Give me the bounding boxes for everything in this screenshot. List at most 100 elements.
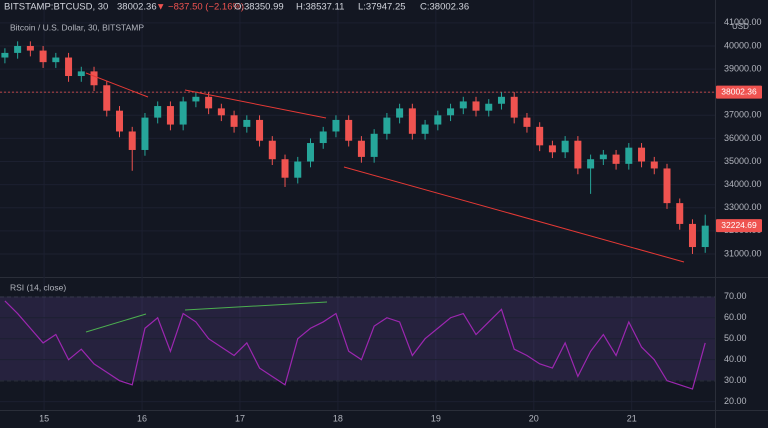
candle-body: [256, 119, 264, 141]
candle-body: [523, 117, 531, 127]
header-change: ▼ −837.50 (−2.16%): [156, 2, 244, 13]
candle-body: [357, 140, 365, 157]
rsi-tick-label: 60.00: [724, 312, 747, 322]
candle-body: [294, 161, 302, 178]
rsi-tick-label: 40.00: [724, 354, 747, 364]
x-tick-label: 17: [235, 413, 245, 423]
rsi-trendline: [184, 301, 328, 311]
candle-body: [638, 147, 646, 162]
candle-body: [141, 117, 149, 150]
currency: USD: [732, 22, 749, 31]
candle-body: [701, 225, 709, 248]
candle-body: [561, 140, 569, 153]
candle-body: [65, 57, 73, 77]
x-tick-label: 21: [627, 413, 637, 423]
y-tick-label: 34000.00: [724, 179, 762, 189]
rsi-trendline: [85, 313, 147, 333]
candle-body: [396, 108, 404, 118]
y-tick-label: 33000.00: [724, 202, 762, 212]
candle-body: [447, 108, 455, 116]
header-close: C:38002.36: [420, 2, 469, 13]
x-tick-label: 20: [529, 413, 539, 423]
candle-body: [26, 45, 34, 51]
candle-body: [319, 131, 327, 144]
candle-body: [650, 161, 658, 169]
x-tick-label: 15: [39, 413, 49, 423]
y-tick-label: 40000.00: [724, 40, 762, 50]
candle-body: [154, 106, 162, 118]
candle-body: [345, 119, 353, 141]
rsi-tick-label: 20.00: [724, 396, 747, 406]
candle-body: [459, 101, 467, 109]
trendline: [343, 166, 685, 263]
candle-body: [497, 96, 505, 104]
candle-body: [281, 159, 289, 178]
header-symbol: BITSTAMP:BTCUSD, 30: [4, 2, 108, 13]
candle-body: [434, 115, 442, 125]
trendline: [85, 72, 149, 98]
header-price: 38002.36: [117, 2, 157, 13]
candle-body: [472, 101, 480, 111]
rsi-tick-label: 70.00: [724, 291, 747, 301]
x-tick-label: 19: [431, 413, 441, 423]
candle-body: [383, 117, 391, 134]
candle-body: [115, 110, 123, 132]
candle-body: [625, 147, 633, 164]
rsi-line: [4, 300, 706, 390]
candle-body: [217, 108, 225, 116]
candle-body: [574, 140, 582, 169]
y-tick-label: 31000.00: [724, 248, 762, 258]
y-tick-label: 35000.00: [724, 156, 762, 166]
y-tick-label: 41000.00: [724, 17, 762, 27]
header-open: O:38350.99: [234, 2, 284, 13]
y-tick-label: 39000.00: [724, 63, 762, 73]
price-label: 32224.69: [721, 220, 757, 230]
candle-body: [306, 143, 314, 162]
price-label-box: [716, 85, 762, 99]
rsi-title: RSI (14, close): [10, 282, 66, 292]
price-label-box: [716, 219, 762, 233]
candle-body: [103, 85, 111, 111]
candle-body: [370, 133, 378, 157]
y-tick-label: 36000.00: [724, 133, 762, 143]
candle-body: [39, 50, 47, 63]
candle-body: [128, 131, 136, 150]
candle-body: [510, 96, 518, 118]
trendline: [184, 89, 327, 119]
candle-body: [612, 154, 620, 164]
candle-body: [688, 223, 696, 248]
candle-body: [663, 168, 671, 204]
candle-body: [179, 101, 187, 125]
candle-body: [408, 108, 416, 134]
price-label: 38002.36: [721, 86, 757, 96]
chart-title: Bitcoin / U.S. Dollar, 30, BITSTAMP: [10, 22, 144, 32]
candle-body: [676, 203, 684, 224]
candle-body: [192, 96, 200, 102]
candle-body: [268, 140, 276, 160]
candle-body: [587, 159, 595, 169]
candle-body: [77, 71, 85, 77]
candle-body: [243, 119, 251, 127]
candle-body: [90, 71, 98, 86]
y-tick-label: 37000.00: [724, 110, 762, 120]
x-tick-label: 18: [333, 413, 343, 423]
grid: [0, 0, 715, 410]
x-tick-label: 16: [137, 413, 147, 423]
candle-body: [548, 145, 556, 153]
rsi-tick-label: 30.00: [724, 375, 747, 385]
candle-body: [230, 115, 238, 127]
candle-body: [485, 103, 493, 111]
candle-body: [52, 57, 60, 63]
candle-body: [536, 126, 544, 146]
candle-body: [1, 52, 9, 58]
candle-body: [14, 45, 22, 53]
rsi-tick-label: 50.00: [724, 333, 747, 343]
marks: [0, 41, 715, 390]
candle-body: [599, 154, 607, 160]
header-high: H:38537.11: [296, 2, 344, 13]
candle-body: [166, 106, 174, 125]
candle-body: [205, 96, 213, 109]
header-low: L:37947.25: [358, 2, 406, 13]
